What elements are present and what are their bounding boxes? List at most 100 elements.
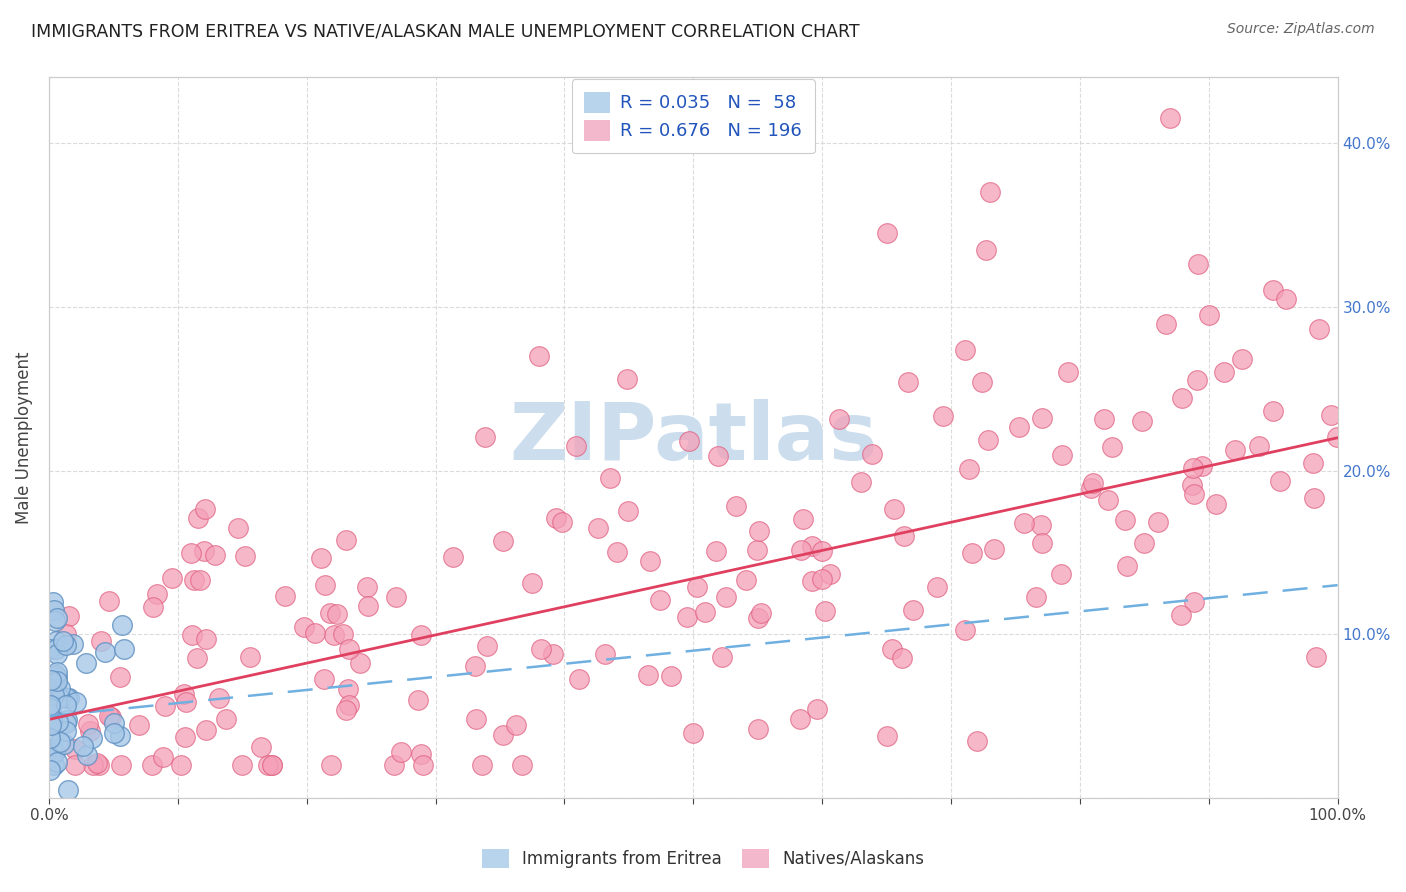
Point [48, 735, 70, 749]
Point [1182, 460, 1205, 475]
Point [599, 471, 621, 485]
Point [637, 668, 659, 682]
Point [977, 434, 1000, 448]
Point [45, 641, 67, 656]
Point [39, 701, 62, 715]
Point [550, 515, 572, 529]
Point [1191, 458, 1213, 473]
Point [321, 758, 343, 772]
Point [41, 750, 63, 764]
Point [141, 758, 163, 772]
Point [58, 609, 80, 624]
Point [588, 521, 610, 535]
Point [152, 750, 174, 764]
Point [193, 544, 215, 558]
Point [1170, 607, 1192, 622]
Point [204, 548, 226, 562]
Point [1114, 513, 1136, 527]
Point [55, 638, 77, 652]
Point [55, 715, 77, 730]
Point [1225, 443, 1247, 458]
Point [65, 695, 87, 709]
Point [1182, 487, 1205, 501]
Point [1008, 420, 1031, 434]
Point [464, 659, 486, 673]
Point [568, 672, 591, 686]
Point [187, 511, 209, 525]
Point [849, 475, 872, 490]
Point [1081, 475, 1104, 490]
Point [1326, 430, 1348, 444]
Point [75, 657, 97, 671]
Point [747, 611, 769, 625]
Point [79, 724, 101, 739]
Point [983, 542, 1005, 557]
Point [1050, 567, 1073, 582]
Point [527, 349, 550, 363]
Point [1198, 308, 1220, 322]
Point [53, 737, 76, 751]
Point [41, 717, 63, 731]
Point [471, 758, 494, 772]
Point [828, 412, 851, 426]
Point [312, 672, 335, 686]
Point [1308, 322, 1330, 336]
Point [1133, 536, 1156, 550]
Point [818, 566, 841, 581]
Point [44, 688, 66, 702]
Point [45, 668, 67, 682]
Point [63, 758, 86, 772]
Point [1130, 414, 1153, 428]
Point [1182, 595, 1205, 609]
Point [1101, 440, 1123, 454]
Point [1302, 456, 1324, 470]
Point [100, 709, 122, 723]
Point [1263, 403, 1285, 417]
Point [724, 500, 747, 514]
Text: Source: ZipAtlas.com: Source: ZipAtlas.com [1227, 22, 1375, 37]
Point [42, 758, 65, 772]
Point [93, 645, 115, 659]
Point [292, 620, 315, 634]
Point [1305, 650, 1327, 665]
Point [932, 409, 955, 423]
Point [76, 748, 98, 763]
Point [1187, 257, 1209, 271]
Point [711, 649, 734, 664]
Point [41, 675, 63, 690]
Point [336, 682, 359, 697]
Point [194, 502, 217, 516]
Point [385, 590, 408, 604]
Point [45, 611, 67, 625]
Point [714, 591, 737, 605]
Point [648, 593, 671, 607]
Point [1031, 411, 1053, 425]
Point [792, 511, 814, 525]
Point [42, 681, 65, 696]
Point [80, 731, 103, 745]
Point [382, 757, 405, 772]
Point [1268, 475, 1291, 489]
Point [38, 675, 60, 690]
Point [38, 731, 60, 745]
Point [678, 434, 700, 448]
Point [44, 745, 66, 759]
Point [748, 524, 770, 539]
Point [356, 580, 378, 594]
Point [180, 546, 202, 560]
Point [541, 647, 564, 661]
Point [45, 633, 67, 648]
Point [735, 573, 758, 587]
Point [39, 705, 62, 719]
Point [1147, 515, 1170, 529]
Point [1154, 318, 1177, 332]
Point [335, 702, 357, 716]
Point [103, 715, 125, 730]
Point [142, 600, 165, 615]
Point [174, 731, 197, 745]
Point [46, 684, 69, 698]
Point [46, 674, 69, 689]
Point [979, 185, 1001, 199]
Point [1097, 493, 1119, 508]
Point [1025, 591, 1047, 605]
